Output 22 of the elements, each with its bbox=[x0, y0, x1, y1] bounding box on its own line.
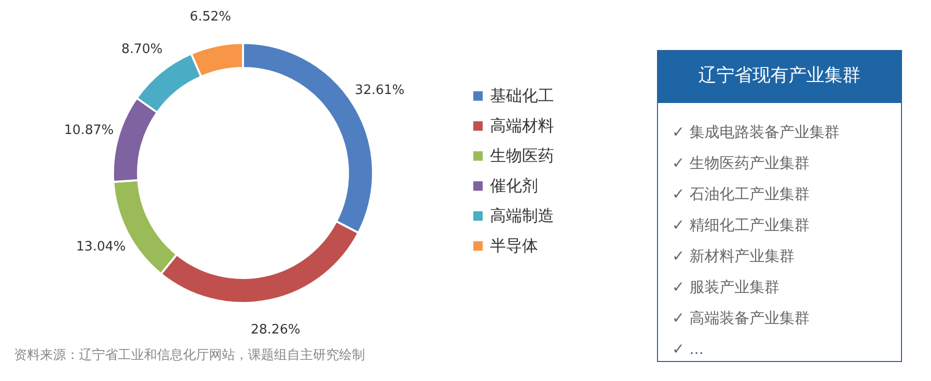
text: ✓ 新材料产业集群 bbox=[672, 246, 796, 267]
legend-label: 催化剂 bbox=[490, 176, 538, 195]
text: 辽宁省现有产业集群 bbox=[658, 51, 901, 103]
legend-label: 基础化工 bbox=[490, 86, 554, 105]
text: 资料来源：辽宁省工业和信息化厅网站，课题组自主研究绘制 bbox=[14, 347, 365, 364]
data-label: 32.61% bbox=[354, 82, 404, 98]
legend-label: 高端制造 bbox=[490, 206, 554, 225]
data-label: 8.70% bbox=[121, 42, 163, 57]
data-label: 6.52% bbox=[190, 9, 232, 24]
data-label: 10.87% bbox=[64, 122, 114, 138]
legend-label: 生物医药 bbox=[490, 146, 554, 165]
text: ✓ 生物医药产业集群 bbox=[672, 153, 810, 174]
data-label: 13.04% bbox=[76, 240, 126, 255]
legend-label: 半导体 bbox=[490, 236, 538, 255]
data-label: 28.26% bbox=[250, 322, 300, 338]
legend-label: 高端材料 bbox=[490, 116, 554, 135]
text: ✓ 石油化工产业集群 bbox=[672, 184, 810, 205]
text: ✓ 精细化工产业集群 bbox=[672, 215, 810, 236]
text: ✓ 高端装备产业集群 bbox=[672, 308, 810, 329]
text: ✓ 服装产业集群 bbox=[672, 277, 780, 298]
text: ✓ ... bbox=[672, 339, 705, 360]
text: ✓ 集成电路装备产业集群 bbox=[672, 122, 840, 143]
